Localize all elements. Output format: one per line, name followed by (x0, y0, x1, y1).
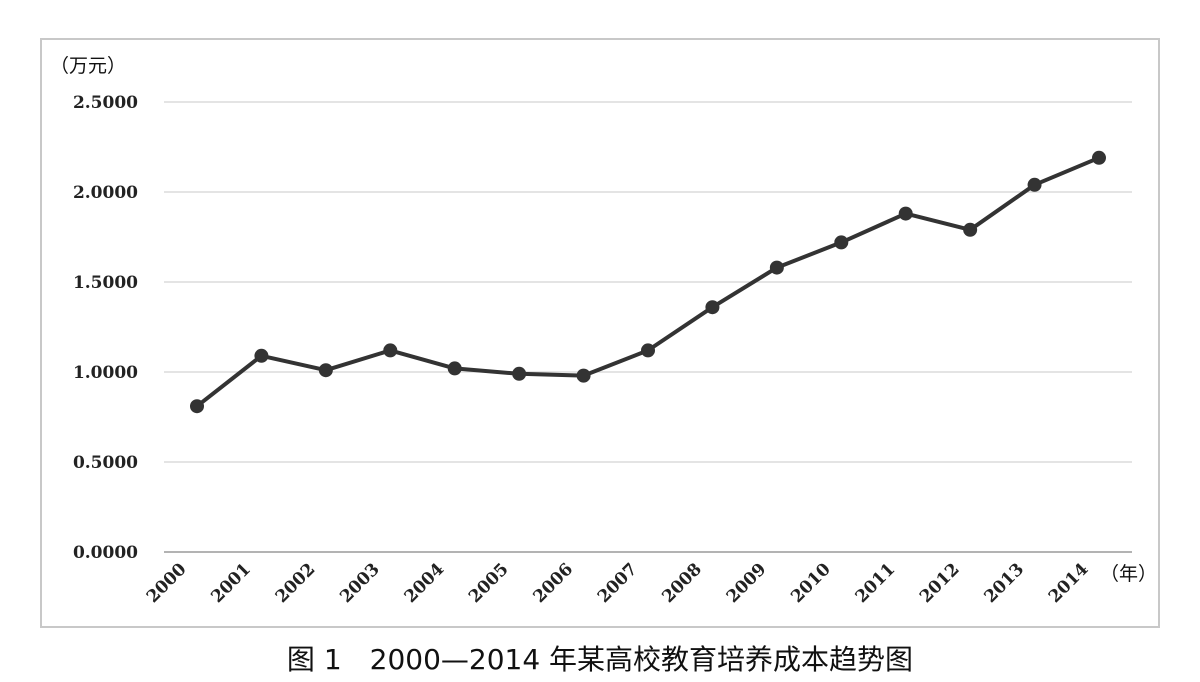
y-tick-label: 2.5000 (73, 93, 138, 113)
x-tick-label: 2007 (594, 559, 642, 607)
data-point (769, 260, 784, 275)
data-point (898, 206, 913, 221)
y-tick-label: 0.5000 (73, 453, 138, 473)
data-point (1092, 150, 1106, 165)
figure-caption: 图 1 2000—2014 年某高校教育培养成本趋势图 (286, 643, 914, 676)
data-point (1027, 177, 1042, 192)
x-tick-label: 2004 (401, 559, 449, 607)
y-tick-label: 2.0000 (73, 183, 138, 203)
data-series (190, 150, 1106, 414)
data-point (641, 343, 655, 358)
chart-frame: 0.0000 0.5000 1.0000 1.5000 2.0000 2.5000 200… (40, 38, 1160, 628)
x-tick-label: 2006 (529, 559, 577, 607)
y-tick-label: 0.0000 (73, 543, 138, 563)
data-point (254, 348, 269, 363)
x-tick-label: 2002 (272, 559, 320, 607)
y-tick-label: 1.5000 (73, 273, 138, 293)
data-point (576, 368, 591, 383)
data-point (190, 399, 204, 414)
x-tick-label: 2011 (852, 559, 900, 607)
x-tick-label: 2010 (787, 559, 835, 607)
y-axis-tick-labels: 0.0000 0.5000 1.0000 1.5000 2.0000 2.5000 (73, 93, 138, 563)
gridlines (164, 101, 1132, 553)
x-tick-label: 2000 (143, 559, 191, 607)
x-tick-label: 2013 (980, 559, 1028, 607)
x-tick-label: 2009 (723, 559, 771, 607)
data-point (383, 343, 398, 358)
x-tick-label: 2005 (465, 559, 513, 607)
data-point (963, 222, 978, 237)
x-tick-label: 2003 (336, 559, 384, 607)
data-point (318, 363, 333, 378)
x-tick-label: 2012 (916, 559, 964, 607)
data-point (705, 300, 720, 315)
x-tick-label: 2001 (207, 559, 255, 607)
x-tick-label: 2008 (658, 559, 706, 607)
data-point (834, 235, 849, 250)
data-point (512, 366, 527, 381)
data-point (447, 361, 462, 376)
x-axis-tick-labels: 2000 2001 2002 2003 2004 2005 2006 2007 2008 2009… (143, 559, 1093, 607)
y-tick-label: 1.0000 (73, 363, 138, 383)
line-chart: 0.0000 0.5000 1.0000 1.5000 2.0000 2.5000 200… (50, 55, 1157, 607)
x-axis-unit-label: （年） (1100, 563, 1157, 585)
y-axis-unit-label: （万元） (50, 55, 126, 77)
x-tick-label: 2014 (1045, 559, 1093, 607)
